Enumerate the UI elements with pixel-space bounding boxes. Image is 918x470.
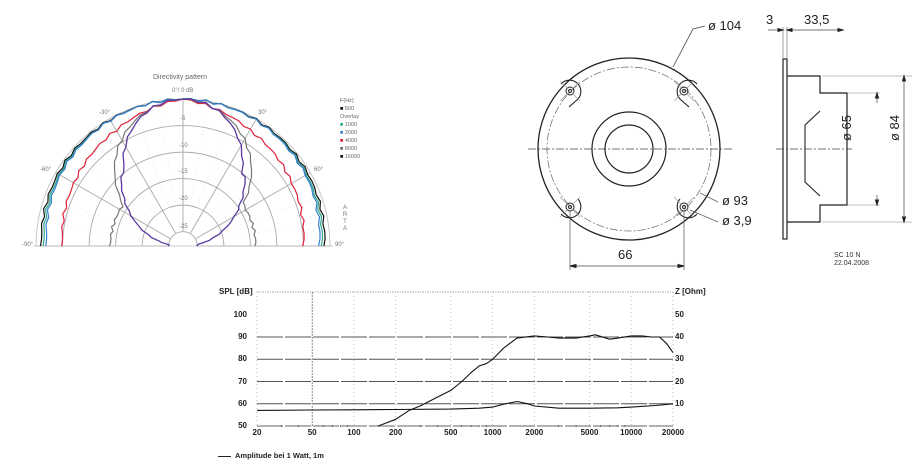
spl-tick-label: 100 bbox=[233, 309, 247, 319]
impedance-tick-label: 20 bbox=[675, 376, 684, 386]
angle-label-30: 30° bbox=[258, 110, 268, 116]
drawing-model: SC 10 N bbox=[834, 252, 861, 259]
frequency-tick-label: 2000 bbox=[525, 428, 544, 437]
watermark-letter: R bbox=[342, 212, 348, 218]
legend-item-1000: ■ 1000 bbox=[340, 122, 358, 128]
spl-chart-canvas bbox=[256, 291, 674, 427]
legend-item-4000: ■ 4000 bbox=[340, 138, 358, 144]
legend-item-16000: ■ 16000 bbox=[340, 154, 361, 160]
impedance-axis-label: Z [Ohm] bbox=[675, 287, 706, 296]
dim-hole-diameter: ø 3,9 bbox=[722, 213, 752, 228]
ring-label-20: -20 bbox=[179, 196, 188, 202]
technical-drawing: ø 104 ø 93 ø 3,9 66 3 33,5 ø 65 ø 84 SC … bbox=[500, 0, 918, 280]
dim-flange-thickness: 3 bbox=[766, 12, 774, 27]
watermark-letter: T bbox=[343, 219, 347, 225]
frequency-tick-label: 20000 bbox=[661, 428, 685, 437]
spl-chart: SPL [dB] Z [Ohm] 100 90 80 70 60 50 50 40 30 20 10… bbox=[0, 280, 918, 470]
spl-tick-label: 90 bbox=[238, 332, 247, 341]
frequency-tick-label: 50 bbox=[307, 428, 317, 437]
legend-item-8000: ■ 8000 bbox=[340, 146, 358, 152]
angle-label-60: 60° bbox=[314, 167, 324, 173]
watermark-letter: A bbox=[342, 205, 347, 211]
directivity-plot: Directivity pattern 0°/ 0 dB -30° 30° -6… bbox=[0, 0, 400, 270]
ring-label-25: -25 bbox=[179, 224, 188, 230]
drawing-date: 22.04.2008 bbox=[834, 260, 870, 267]
angle-label-90: 90° bbox=[335, 242, 345, 248]
impedance-tick-label: 10 bbox=[675, 398, 684, 408]
legend-item-2000: ■ 2000 bbox=[340, 130, 358, 136]
polar-title: Directivity pattern bbox=[153, 74, 208, 81]
frequency-tick-label: 1000 bbox=[483, 428, 502, 437]
impedance-tick-label: 40 bbox=[675, 332, 684, 341]
spl-axis-label: SPL [dB] bbox=[219, 287, 253, 296]
side-view bbox=[768, 27, 912, 240]
dim-rear-diameter: ø 65 bbox=[839, 114, 854, 141]
impedance-tick-label: 50 bbox=[675, 309, 684, 319]
dim-outer-diameter: ø 104 bbox=[708, 18, 742, 33]
ring-label-5: -5 bbox=[180, 116, 186, 122]
legend-item-500: ■ 500 bbox=[340, 106, 355, 112]
chart-legend: Amplitude bei 1 Watt, 1m bbox=[218, 451, 324, 460]
dim-depth: 33,5 bbox=[804, 12, 830, 27]
legend-header: F(Hz) bbox=[340, 98, 354, 104]
legend-line-icon bbox=[218, 455, 231, 457]
spl-tick-label: 60 bbox=[238, 398, 247, 408]
angle-label-minus90: -90° bbox=[22, 242, 34, 248]
impedance-tick-label: 30 bbox=[675, 354, 684, 364]
frequency-tick-label: 100 bbox=[347, 428, 361, 437]
spl-tick-label: 50 bbox=[238, 421, 247, 430]
frequency-tick-label: 5000 bbox=[580, 428, 599, 437]
dim-body-diameter: ø 84 bbox=[887, 114, 902, 141]
ring-label-10: -10 bbox=[179, 143, 188, 149]
polar-chart-canvas bbox=[33, 98, 333, 247]
spl-tick-label: 70 bbox=[238, 376, 247, 386]
watermark-letter: A bbox=[342, 226, 347, 232]
dim-hole-circle-diameter: ø 93 bbox=[722, 193, 749, 208]
polar-legend: F(Hz) ■ 500 Overlay ■ 1000 ■ 2000 ■ 4000… bbox=[340, 97, 360, 161]
driver-drawing-canvas bbox=[528, 25, 912, 270]
legend-label: Amplitude bei 1 Watt, 1m bbox=[235, 451, 324, 460]
polar-top-label: 0°/ 0 dB bbox=[172, 88, 194, 94]
spl-tick-label: 80 bbox=[238, 354, 247, 364]
legend-overlay-label: Overlay bbox=[340, 114, 359, 120]
frequency-tick-label: 10000 bbox=[620, 428, 643, 437]
frequency-tick-label: 200 bbox=[388, 428, 403, 437]
ring-label-15: -15 bbox=[179, 169, 188, 175]
arta-watermark: A R T A bbox=[342, 205, 348, 233]
frequency-tick-label: 20 bbox=[252, 428, 262, 437]
angle-label-minus60: -60° bbox=[40, 167, 52, 173]
dim-hole-spacing: 66 bbox=[618, 247, 633, 262]
front-view bbox=[528, 25, 732, 270]
angle-label-minus30: -30° bbox=[99, 110, 111, 116]
frequency-tick-label: 500 bbox=[444, 428, 458, 437]
